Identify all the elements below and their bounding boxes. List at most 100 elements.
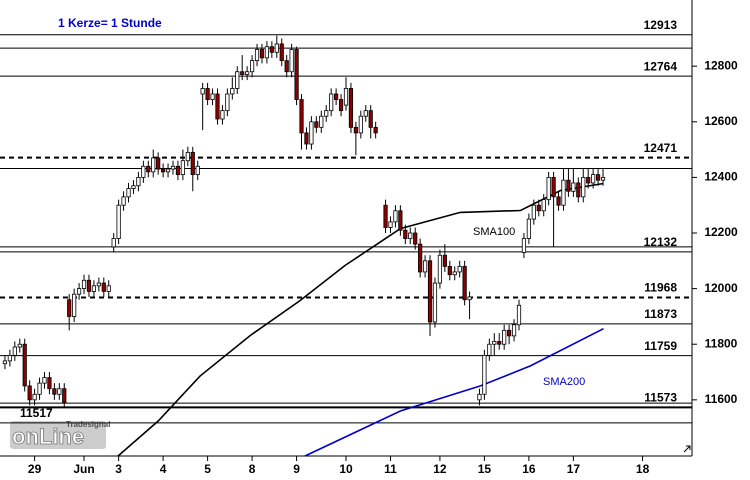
candle-body	[146, 165, 151, 173]
x-tick-label: 16	[522, 462, 536, 476]
logo: Tradesignal onLine	[10, 420, 110, 449]
y-tick-label: 12600	[704, 114, 738, 128]
level-label: 12913	[644, 18, 678, 32]
candle-body	[47, 377, 52, 390]
candle-body	[81, 279, 87, 290]
candle-body	[561, 179, 566, 206]
candle-body	[151, 157, 156, 173]
candle-body	[269, 46, 274, 53]
candle-body	[348, 88, 354, 128]
candle-body	[225, 93, 230, 112]
candle-body	[526, 218, 531, 239]
candle-body	[319, 115, 324, 128]
candle-body	[591, 174, 596, 184]
candle-body	[200, 88, 205, 95]
line-label: SMA100	[473, 226, 515, 238]
candle-body	[541, 199, 546, 212]
candle-body	[413, 232, 418, 245]
corner-icon	[683, 445, 691, 453]
candle-body	[531, 204, 536, 220]
x-tick-label: 10	[339, 462, 353, 476]
candle-body	[487, 343, 492, 356]
candle-body	[254, 49, 260, 62]
candle-body	[353, 126, 358, 134]
line-label: SMA200	[543, 376, 585, 388]
x-tick-label: 18	[636, 462, 650, 476]
candle-body	[576, 182, 581, 198]
level-label: 12471	[644, 141, 678, 155]
chart-subtitle: 1 Kerze= 1 Stunde	[58, 16, 162, 30]
candle-body	[42, 377, 47, 384]
candle-body	[111, 238, 116, 248]
candle-body	[418, 243, 423, 273]
candle-body	[432, 282, 438, 323]
candle-body	[235, 71, 240, 89]
candle-body	[190, 151, 195, 176]
candle-body	[299, 99, 304, 134]
moving-average	[304, 327, 604, 457]
candle-body	[96, 282, 101, 287]
candle-body	[27, 385, 32, 401]
candle-body	[595, 174, 601, 181]
level-label: 12132	[644, 235, 678, 249]
level-label: 11517	[20, 406, 53, 420]
candle-body	[408, 232, 413, 239]
candle-body	[180, 160, 185, 176]
candle-body	[334, 93, 339, 100]
x-tick-label: Jun	[73, 462, 94, 476]
candle-body	[581, 176, 586, 198]
candle-body	[383, 204, 388, 228]
candle-body	[165, 168, 171, 173]
candle-body	[309, 121, 314, 145]
candle-body	[131, 185, 136, 189]
candle-body	[502, 329, 507, 345]
candle-body	[284, 60, 289, 73]
candle-body	[452, 271, 457, 276]
candle-body	[368, 110, 373, 128]
candle-body	[343, 88, 349, 106]
x-tick-label: 29	[28, 462, 42, 476]
candle-body	[566, 179, 571, 192]
candle-body	[52, 388, 57, 395]
candle-body	[447, 265, 452, 276]
candle-body	[116, 204, 121, 239]
candle-body	[141, 165, 146, 178]
candle-body	[161, 168, 166, 173]
candle-body	[57, 388, 62, 395]
candle-body	[264, 46, 270, 59]
x-tick-label: 12	[433, 462, 447, 476]
logo-name: onLine	[12, 424, 84, 449]
candle-body	[249, 60, 255, 73]
candle-body	[388, 221, 393, 228]
candle-body	[185, 151, 190, 162]
candle-body	[106, 285, 111, 292]
candle-body	[259, 49, 265, 59]
candle-body	[516, 304, 522, 326]
candle-body	[156, 157, 161, 170]
candle-body	[546, 176, 551, 201]
candle-body	[600, 176, 606, 181]
candle-body	[37, 382, 42, 395]
candle-body	[427, 260, 433, 323]
candle-body	[482, 354, 487, 395]
candle-body	[497, 341, 502, 345]
candle-body	[230, 88, 235, 95]
y-tick-label: 12800	[704, 58, 738, 72]
candle-body	[205, 88, 210, 100]
candle-body	[72, 293, 77, 317]
level-label: 11759	[644, 339, 677, 353]
x-tick-label: 8	[249, 462, 256, 476]
candle-body	[536, 204, 541, 212]
candle-body	[136, 176, 141, 187]
candle-body	[324, 110, 329, 117]
y-tick-label: 11800	[705, 336, 738, 350]
logo-box	[10, 421, 106, 449]
candle-body	[571, 182, 576, 192]
candle-body	[467, 296, 472, 301]
candle-body	[304, 132, 309, 145]
candle-body	[398, 210, 403, 231]
level-label: 11573	[644, 391, 677, 405]
candle-body	[274, 43, 279, 53]
level-label: 11968	[644, 281, 677, 295]
candle-body	[586, 176, 591, 184]
